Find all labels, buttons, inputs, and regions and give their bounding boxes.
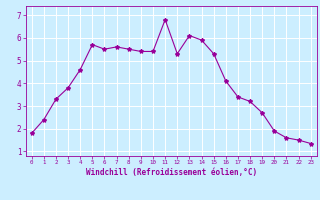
X-axis label: Windchill (Refroidissement éolien,°C): Windchill (Refroidissement éolien,°C) <box>86 168 257 177</box>
